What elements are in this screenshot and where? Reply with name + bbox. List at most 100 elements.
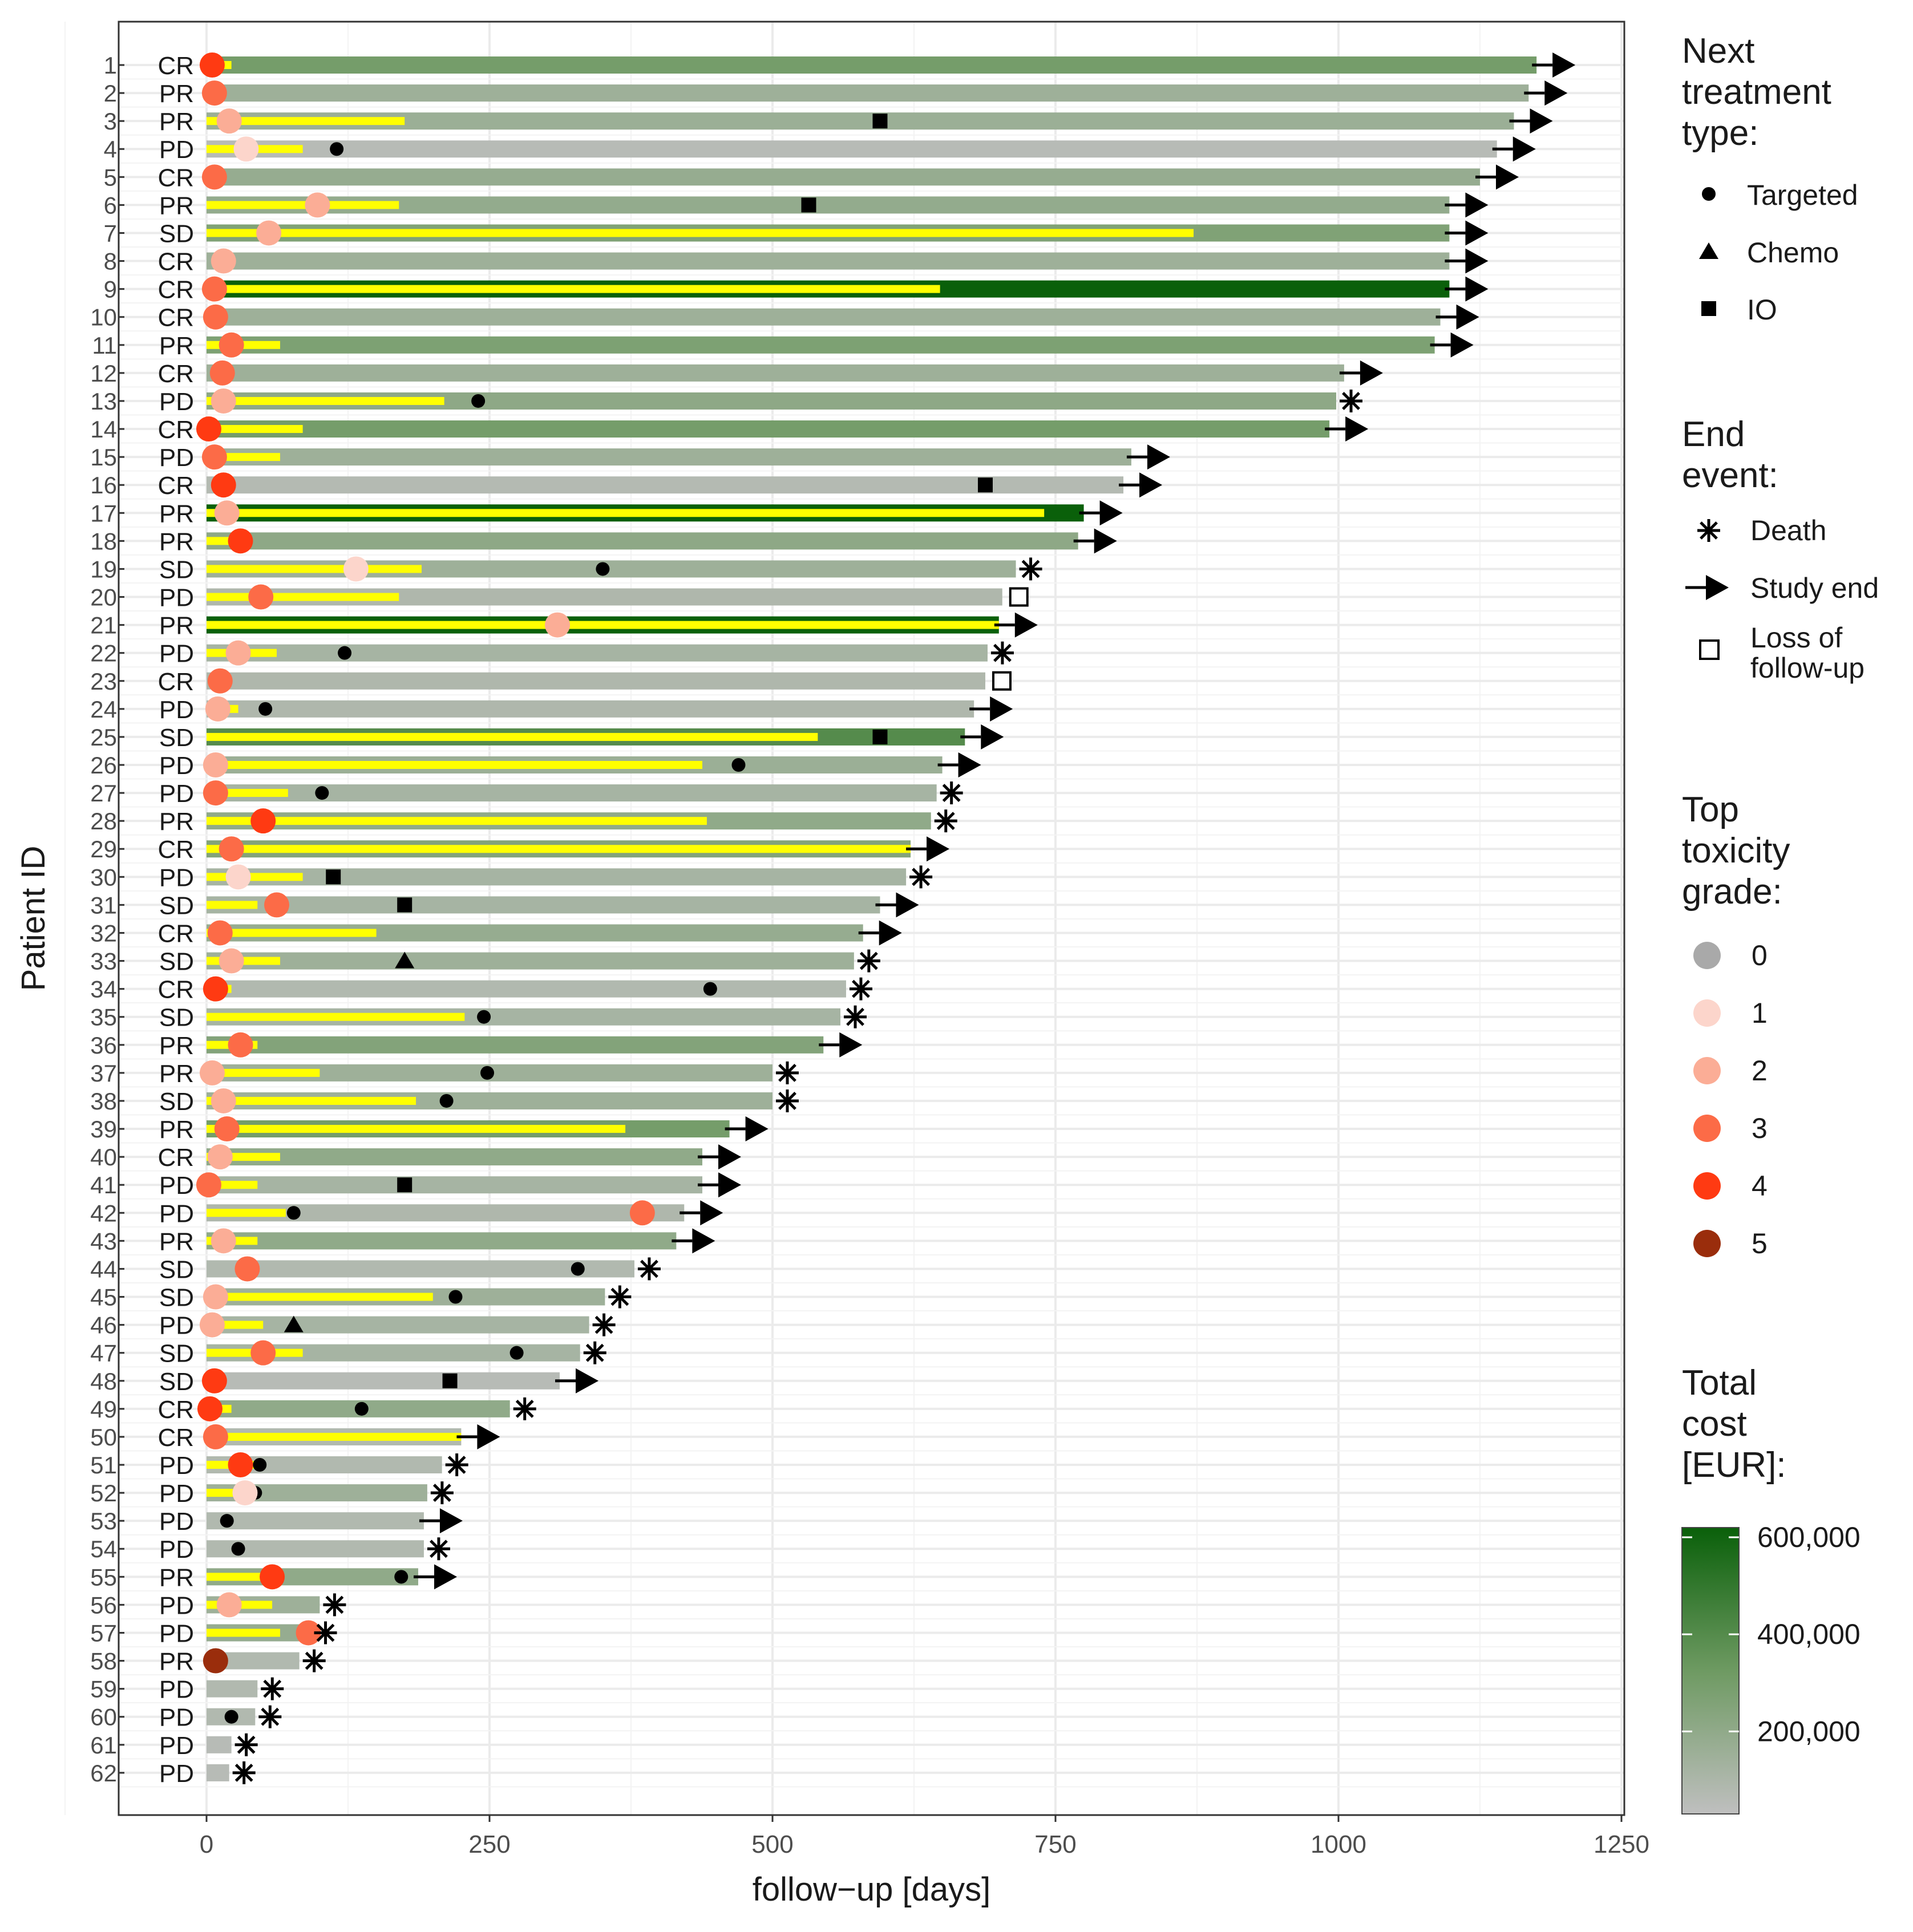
arrow-head bbox=[1530, 108, 1553, 134]
next-tx-chemo-patient-46 bbox=[284, 1315, 304, 1332]
y-tick-label: 50 bbox=[90, 1424, 117, 1451]
end-death-asterisk-patient-19 bbox=[1019, 557, 1042, 581]
response-label: SD bbox=[159, 1284, 194, 1312]
next-tx-targeted-patient-60 bbox=[224, 1710, 238, 1724]
asterisk-stroke bbox=[585, 1343, 604, 1362]
x-tick-label: 750 bbox=[1034, 1830, 1076, 1858]
response-label: PD bbox=[159, 1619, 194, 1647]
asterisk-stroke bbox=[261, 1707, 280, 1726]
treatment-line-patient-9 bbox=[207, 285, 940, 293]
bar-patient-53 bbox=[207, 1512, 424, 1530]
bar-patient-1 bbox=[207, 56, 1537, 74]
legend-chemo-label: Chemo bbox=[1747, 237, 1839, 269]
legend-next-treatment-title: type: bbox=[1682, 114, 1758, 153]
legend-toxicity-dot-5 bbox=[1693, 1230, 1721, 1257]
toxicity-dot-patient-36 bbox=[228, 1032, 253, 1058]
treatment-line-patient-7 bbox=[207, 229, 1194, 237]
y-tick-label: 48 bbox=[90, 1368, 117, 1395]
toxicity-dot-patient-4 bbox=[233, 136, 259, 162]
arrow-head bbox=[1465, 276, 1489, 302]
y-tick-label: 38 bbox=[90, 1088, 117, 1115]
end-death-asterisk-patient-38 bbox=[776, 1089, 799, 1112]
response-label: SD bbox=[159, 948, 194, 976]
response-label: SD bbox=[159, 1368, 194, 1396]
y-tick-label: 28 bbox=[90, 808, 117, 835]
bar-patient-10 bbox=[207, 308, 1441, 326]
arrow-head bbox=[439, 1508, 463, 1534]
next-tx-targeted-patient-47 bbox=[509, 1346, 524, 1360]
toxicity-dot-patient-23 bbox=[207, 668, 233, 694]
response-label: SD bbox=[159, 1340, 194, 1368]
toxicity-dot-patient-37 bbox=[199, 1060, 225, 1086]
arrow-head bbox=[958, 752, 981, 777]
legend-death-icon bbox=[1697, 519, 1720, 542]
bar-patient-5 bbox=[207, 168, 1480, 186]
asterisk-stroke bbox=[263, 1679, 282, 1698]
toxicity-dot-patient-15 bbox=[201, 444, 227, 470]
toxicity-dot-patient-29 bbox=[219, 836, 244, 862]
toxicity-dot-patient-10 bbox=[203, 304, 228, 330]
x-tick-label: 0 bbox=[200, 1830, 213, 1858]
arrow-head bbox=[1099, 500, 1123, 526]
end-study-arrow-patient-3 bbox=[1509, 108, 1553, 134]
y-tick-label: 7 bbox=[104, 220, 117, 246]
end-study-arrow-patient-6 bbox=[1445, 192, 1489, 218]
end-death-asterisk-patient-62 bbox=[232, 1761, 256, 1784]
bar-patient-42 bbox=[207, 1204, 685, 1222]
asterisk-stroke bbox=[610, 1287, 629, 1306]
legend-toxicity-dot-4 bbox=[1693, 1172, 1721, 1200]
toxicity-dot-patient-17 bbox=[214, 500, 240, 526]
y-tick-label: 24 bbox=[90, 696, 117, 723]
arrow-head bbox=[1450, 332, 1474, 358]
legend-toxicity-dot-0 bbox=[1693, 942, 1721, 969]
y-tick-label: 13 bbox=[90, 388, 117, 415]
y-tick-label: 51 bbox=[90, 1452, 117, 1479]
treatment-line-patient-26 bbox=[207, 761, 702, 769]
response-label: PD bbox=[159, 1591, 194, 1619]
y-tick-label: 60 bbox=[90, 1704, 117, 1731]
treatment-line-patient-32 bbox=[207, 929, 377, 937]
next-tx-io-patient-16 bbox=[977, 477, 993, 493]
next-tx-chemo-patient-33 bbox=[395, 951, 415, 969]
y-tick-label: 62 bbox=[90, 1760, 117, 1787]
end-study-arrow-patient-42 bbox=[680, 1200, 723, 1226]
arrow-head bbox=[981, 724, 1004, 750]
asterisk-stroke bbox=[1021, 560, 1040, 578]
y-tick-label: 33 bbox=[90, 948, 117, 975]
end-death-asterisk-patient-34 bbox=[849, 977, 872, 1001]
next-tx-targeted-patient-4 bbox=[330, 142, 344, 156]
legend-cost-colorbar bbox=[1682, 1528, 1739, 1814]
toxicity-dot-patient-3 bbox=[216, 108, 242, 134]
legend-cost-tick-label: 600,000 bbox=[1757, 1521, 1861, 1553]
bar-patient-33 bbox=[207, 952, 854, 970]
toxicity-dot-patient-26 bbox=[203, 752, 228, 777]
toxicity-dot-patient-20 bbox=[248, 584, 274, 610]
bar-patient-12 bbox=[207, 364, 1344, 382]
toxicity-dot-patient-27 bbox=[203, 780, 228, 806]
end-death-asterisk-patient-13 bbox=[1340, 389, 1363, 412]
toxicity-dot-patient-47 bbox=[250, 1340, 276, 1366]
y-tick-label: 4 bbox=[104, 136, 117, 163]
x-tick-label: 250 bbox=[468, 1830, 510, 1858]
bar-patient-3 bbox=[207, 112, 1514, 130]
end-death-asterisk-patient-49 bbox=[513, 1397, 536, 1420]
y-tick-label: 23 bbox=[90, 668, 117, 695]
asterisk-stroke bbox=[778, 1063, 796, 1082]
treatment-line-patient-55 bbox=[207, 1573, 269, 1581]
toxicity-dot-patient-43 bbox=[211, 1228, 236, 1254]
legend-toxicity-title: Top bbox=[1682, 790, 1739, 829]
response-label: SD bbox=[159, 220, 194, 248]
arrow-head bbox=[1552, 52, 1576, 78]
toxicity-dot-patient-1 bbox=[199, 52, 225, 78]
response-label: CR bbox=[157, 836, 194, 864]
asterisk-stroke bbox=[234, 1763, 253, 1782]
toxicity-dot-patient-49 bbox=[197, 1396, 223, 1421]
bar-patient-61 bbox=[207, 1736, 232, 1753]
response-label: PR bbox=[159, 1648, 194, 1676]
response-label: PR bbox=[159, 1060, 194, 1088]
treatment-line-patient-42 bbox=[207, 1209, 286, 1217]
arrow-head bbox=[1465, 220, 1489, 246]
arrow-head bbox=[990, 696, 1013, 722]
bar-patient-6 bbox=[207, 196, 1450, 214]
